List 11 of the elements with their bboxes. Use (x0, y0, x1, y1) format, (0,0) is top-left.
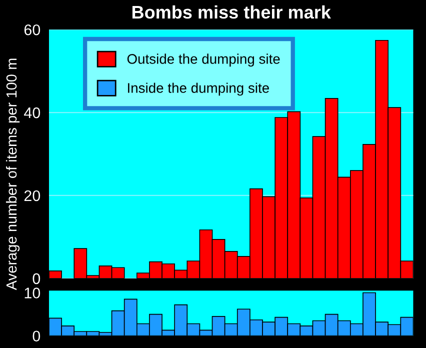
chart-title: Bombs miss their mark (132, 5, 331, 19)
y-tick-label: 0 (32, 330, 40, 342)
y-tick-label: 20 (24, 190, 40, 202)
legend-label: Outside the dumping site (127, 54, 280, 67)
bar (48, 270, 62, 278)
y-axis-title: Average number of items per 100 m (6, 58, 20, 290)
y-tick-label: 0 (32, 273, 40, 284)
y-tick-label: 60 (24, 24, 40, 36)
y-tick-label: 40 (24, 107, 40, 118)
legend-label: Inside the dumping site (128, 82, 269, 96)
y-tick-label: 10 (24, 288, 40, 298)
